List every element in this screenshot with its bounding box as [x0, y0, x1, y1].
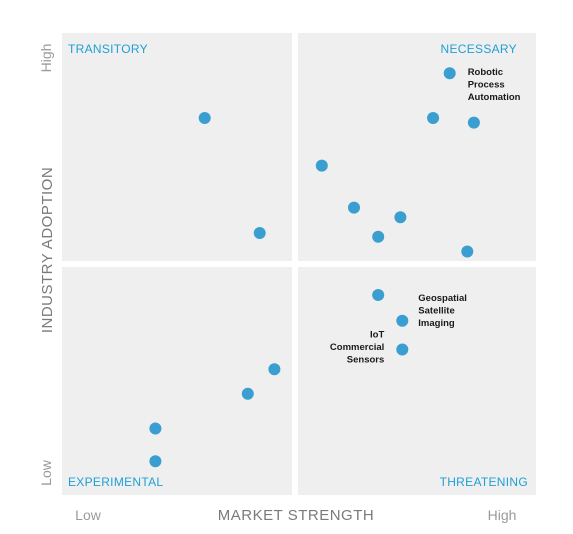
data-point-label: Geospatial Satellite Imaging: [418, 293, 467, 329]
quadrant-threatening: [298, 267, 536, 495]
data-point: [467, 116, 480, 129]
data-point: [394, 211, 407, 224]
data-point: [372, 230, 385, 243]
data-point: [396, 314, 409, 327]
quadrant-experimental: [62, 267, 292, 495]
x-axis-title: MARKET STRENGTH: [218, 507, 374, 524]
data-point-label: Robotic Process Automation: [468, 67, 521, 103]
quadrant-label-threatening: THREATENING: [440, 475, 528, 489]
data-point: [149, 422, 162, 435]
data-point: [443, 67, 456, 80]
data-point: [427, 112, 440, 124]
quadrant-label-necessary: NECESSARY: [440, 42, 517, 56]
quadrant-label-transitory: TRANSITORY: [68, 42, 148, 56]
x-axis-low-label: Low: [75, 507, 102, 523]
quadrant-label-experimental: EXPERIMENTAL: [68, 475, 163, 489]
data-point: [461, 245, 474, 258]
quadrant-transitory: [62, 33, 292, 261]
data-point: [198, 112, 211, 124]
data-point: [348, 201, 360, 214]
quadrant-necessary: [298, 33, 536, 261]
data-point: [372, 289, 385, 301]
data-point: [241, 387, 254, 400]
data-point: [149, 455, 162, 468]
points-layer: Robotic Process Automation Geospatial Satell…: [149, 67, 521, 468]
y-axis-low-label: Low: [38, 459, 54, 486]
data-point-label: IoT Commercial Sensors: [330, 330, 385, 366]
x-axis-high-label: High: [488, 507, 517, 523]
y-axis-title: INDUSTRY ADOPTION: [39, 167, 56, 333]
y-axis-high-label: High: [38, 44, 54, 73]
data-point: [268, 363, 281, 376]
data-point: [315, 159, 328, 172]
data-point: [253, 227, 266, 239]
data-point: [396, 343, 409, 356]
